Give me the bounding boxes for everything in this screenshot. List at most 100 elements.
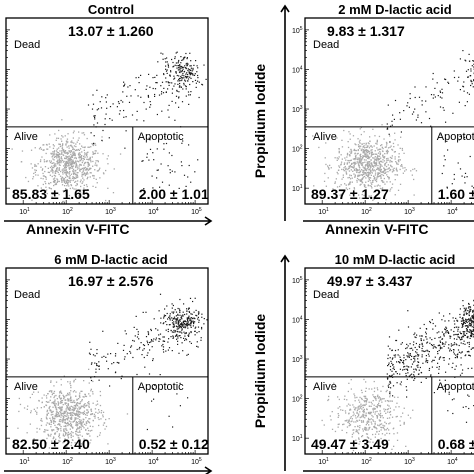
event-dead <box>396 373 398 375</box>
event-alive <box>389 188 392 190</box>
event-dead <box>98 365 100 367</box>
dead-label: Dead <box>14 39 40 51</box>
event-dead <box>406 355 408 357</box>
event-alive <box>50 421 53 423</box>
event-alive <box>346 405 348 407</box>
event-alive <box>92 165 94 167</box>
event-alive <box>79 419 81 421</box>
event-alive <box>353 149 355 151</box>
event-dead <box>162 336 164 338</box>
event-dead <box>431 366 433 368</box>
event-alive <box>69 175 71 177</box>
event-alive <box>385 199 387 201</box>
event-alive <box>374 421 376 423</box>
event-alive <box>69 414 72 416</box>
event-dead <box>182 322 184 324</box>
event-alive <box>52 170 54 172</box>
event-alive <box>73 407 75 410</box>
event-dead <box>175 52 177 54</box>
event-dead <box>133 340 135 342</box>
event-dead <box>173 316 176 318</box>
event-alive <box>96 164 98 166</box>
event-alive <box>387 147 390 149</box>
event-alive <box>59 150 61 152</box>
event-alive <box>358 194 360 196</box>
event-alive <box>55 139 57 141</box>
event-alive <box>67 437 70 439</box>
event-alive <box>71 401 73 404</box>
event-dead <box>183 323 186 325</box>
event-alive <box>76 141 78 143</box>
event-alive <box>378 167 380 169</box>
event-alive <box>54 402 56 404</box>
event-dead <box>179 311 181 314</box>
event-alive <box>361 408 363 410</box>
event-dead <box>463 331 465 333</box>
event-dead <box>144 366 146 368</box>
event-alive <box>381 171 383 173</box>
event-alive <box>379 423 381 426</box>
event-dead <box>462 369 464 371</box>
event-apoptotic <box>440 134 442 136</box>
event-dead <box>409 347 411 350</box>
event-alive <box>56 162 59 164</box>
event-dead <box>177 307 179 310</box>
event-alive <box>376 156 378 158</box>
event-dead <box>467 326 469 328</box>
event-alive <box>362 152 364 154</box>
event-alive <box>376 140 378 143</box>
event-dead <box>200 337 202 339</box>
event-alive <box>354 168 356 170</box>
event-alive <box>72 427 74 429</box>
event-alive <box>329 415 331 417</box>
event-alive <box>75 180 77 183</box>
event-alive <box>348 170 351 172</box>
event-alive <box>361 415 363 417</box>
event-alive <box>83 162 86 165</box>
event-alive <box>390 160 393 163</box>
event-dead <box>471 367 473 369</box>
event-alive <box>68 424 70 426</box>
event-dead <box>185 63 187 65</box>
event-dead <box>467 310 469 312</box>
event-dead <box>151 340 153 342</box>
event-alive <box>45 429 47 431</box>
event-alive <box>60 408 62 410</box>
event-alive <box>368 158 370 160</box>
event-alive <box>65 427 67 430</box>
event-alive <box>379 165 381 167</box>
event-alive <box>378 430 380 432</box>
event-alive <box>353 413 355 415</box>
event-alive <box>345 169 347 171</box>
event-dead <box>159 338 161 340</box>
event-dead <box>203 318 205 320</box>
event-dead <box>191 73 193 75</box>
event-dead <box>462 323 465 325</box>
event-alive <box>365 144 367 146</box>
event-alive <box>102 416 104 418</box>
event-dead <box>465 309 467 311</box>
event-dead <box>413 375 415 377</box>
event-dead <box>445 78 447 81</box>
event-alive <box>90 172 92 174</box>
event-alive <box>74 155 76 157</box>
event-dead <box>120 99 122 102</box>
event-dead <box>105 97 107 99</box>
event-dead <box>169 324 171 326</box>
event-alive <box>358 169 361 171</box>
event-alive <box>390 165 392 167</box>
event-alive <box>69 381 71 383</box>
event-dead <box>175 72 177 74</box>
event-alive <box>93 413 96 415</box>
event-alive <box>360 397 363 400</box>
event-alive <box>337 158 340 160</box>
event-dead <box>441 338 444 340</box>
event-dead <box>468 343 470 345</box>
event-dead <box>183 66 185 68</box>
event-alive <box>377 172 379 174</box>
event-dead <box>441 347 443 349</box>
event-alive <box>352 135 355 137</box>
event-alive <box>403 423 405 425</box>
event-alive <box>56 160 59 163</box>
event-alive <box>375 158 377 160</box>
